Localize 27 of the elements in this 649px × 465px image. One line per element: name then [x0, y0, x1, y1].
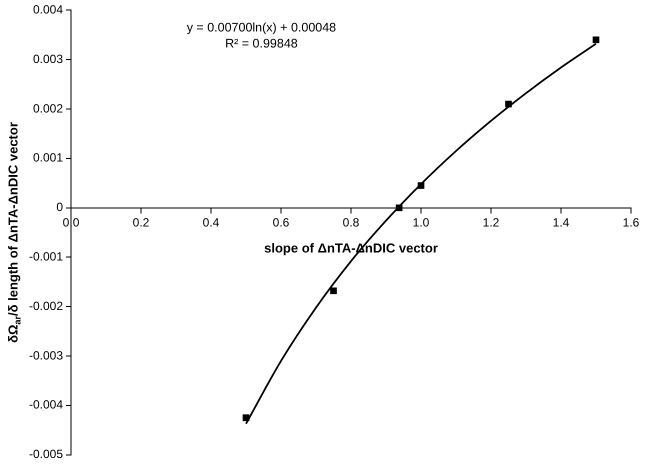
y-tick-label: 0.002: [32, 101, 64, 116]
point: [396, 204, 402, 212]
x-tick-label: 0.4: [202, 215, 220, 230]
point: [242, 414, 250, 422]
point: [592, 36, 600, 44]
y-tick-label: -0.003: [28, 348, 64, 362]
x-tick-label: 0.2: [132, 215, 150, 230]
y-tick-label: 0.003: [32, 52, 64, 66]
y-tick-label: -0.001: [28, 250, 64, 264]
x-tick-label: 0.6: [272, 215, 290, 230]
point: [418, 182, 424, 189]
x-tick-label: 1.2: [482, 215, 500, 230]
annotation: y = 0.00700ln(x) + 0.00048: [186, 20, 336, 35]
y-tick-label: 0.001: [32, 150, 64, 165]
x-tick-label: 1.6: [622, 215, 640, 230]
x-tick-label: 0.8: [342, 215, 360, 230]
annotation: R² = 0.99848: [225, 36, 298, 51]
y-tick-label: -0.002: [28, 298, 64, 313]
y-tick-label: -0.005: [28, 447, 64, 462]
x-tick-label: 1.0: [412, 215, 430, 230]
y-axis-title: δΩar/δ length of ΔnTA-ΔnDIC vector: [6, 122, 22, 343]
y-tick-label: 0.004: [32, 2, 64, 17]
point: [330, 287, 337, 294]
x-tick-label: 1.4: [552, 215, 570, 230]
y-tick-label: 0: [56, 200, 64, 214]
y-tick-label: -0.004: [28, 398, 64, 412]
point: [505, 100, 512, 108]
